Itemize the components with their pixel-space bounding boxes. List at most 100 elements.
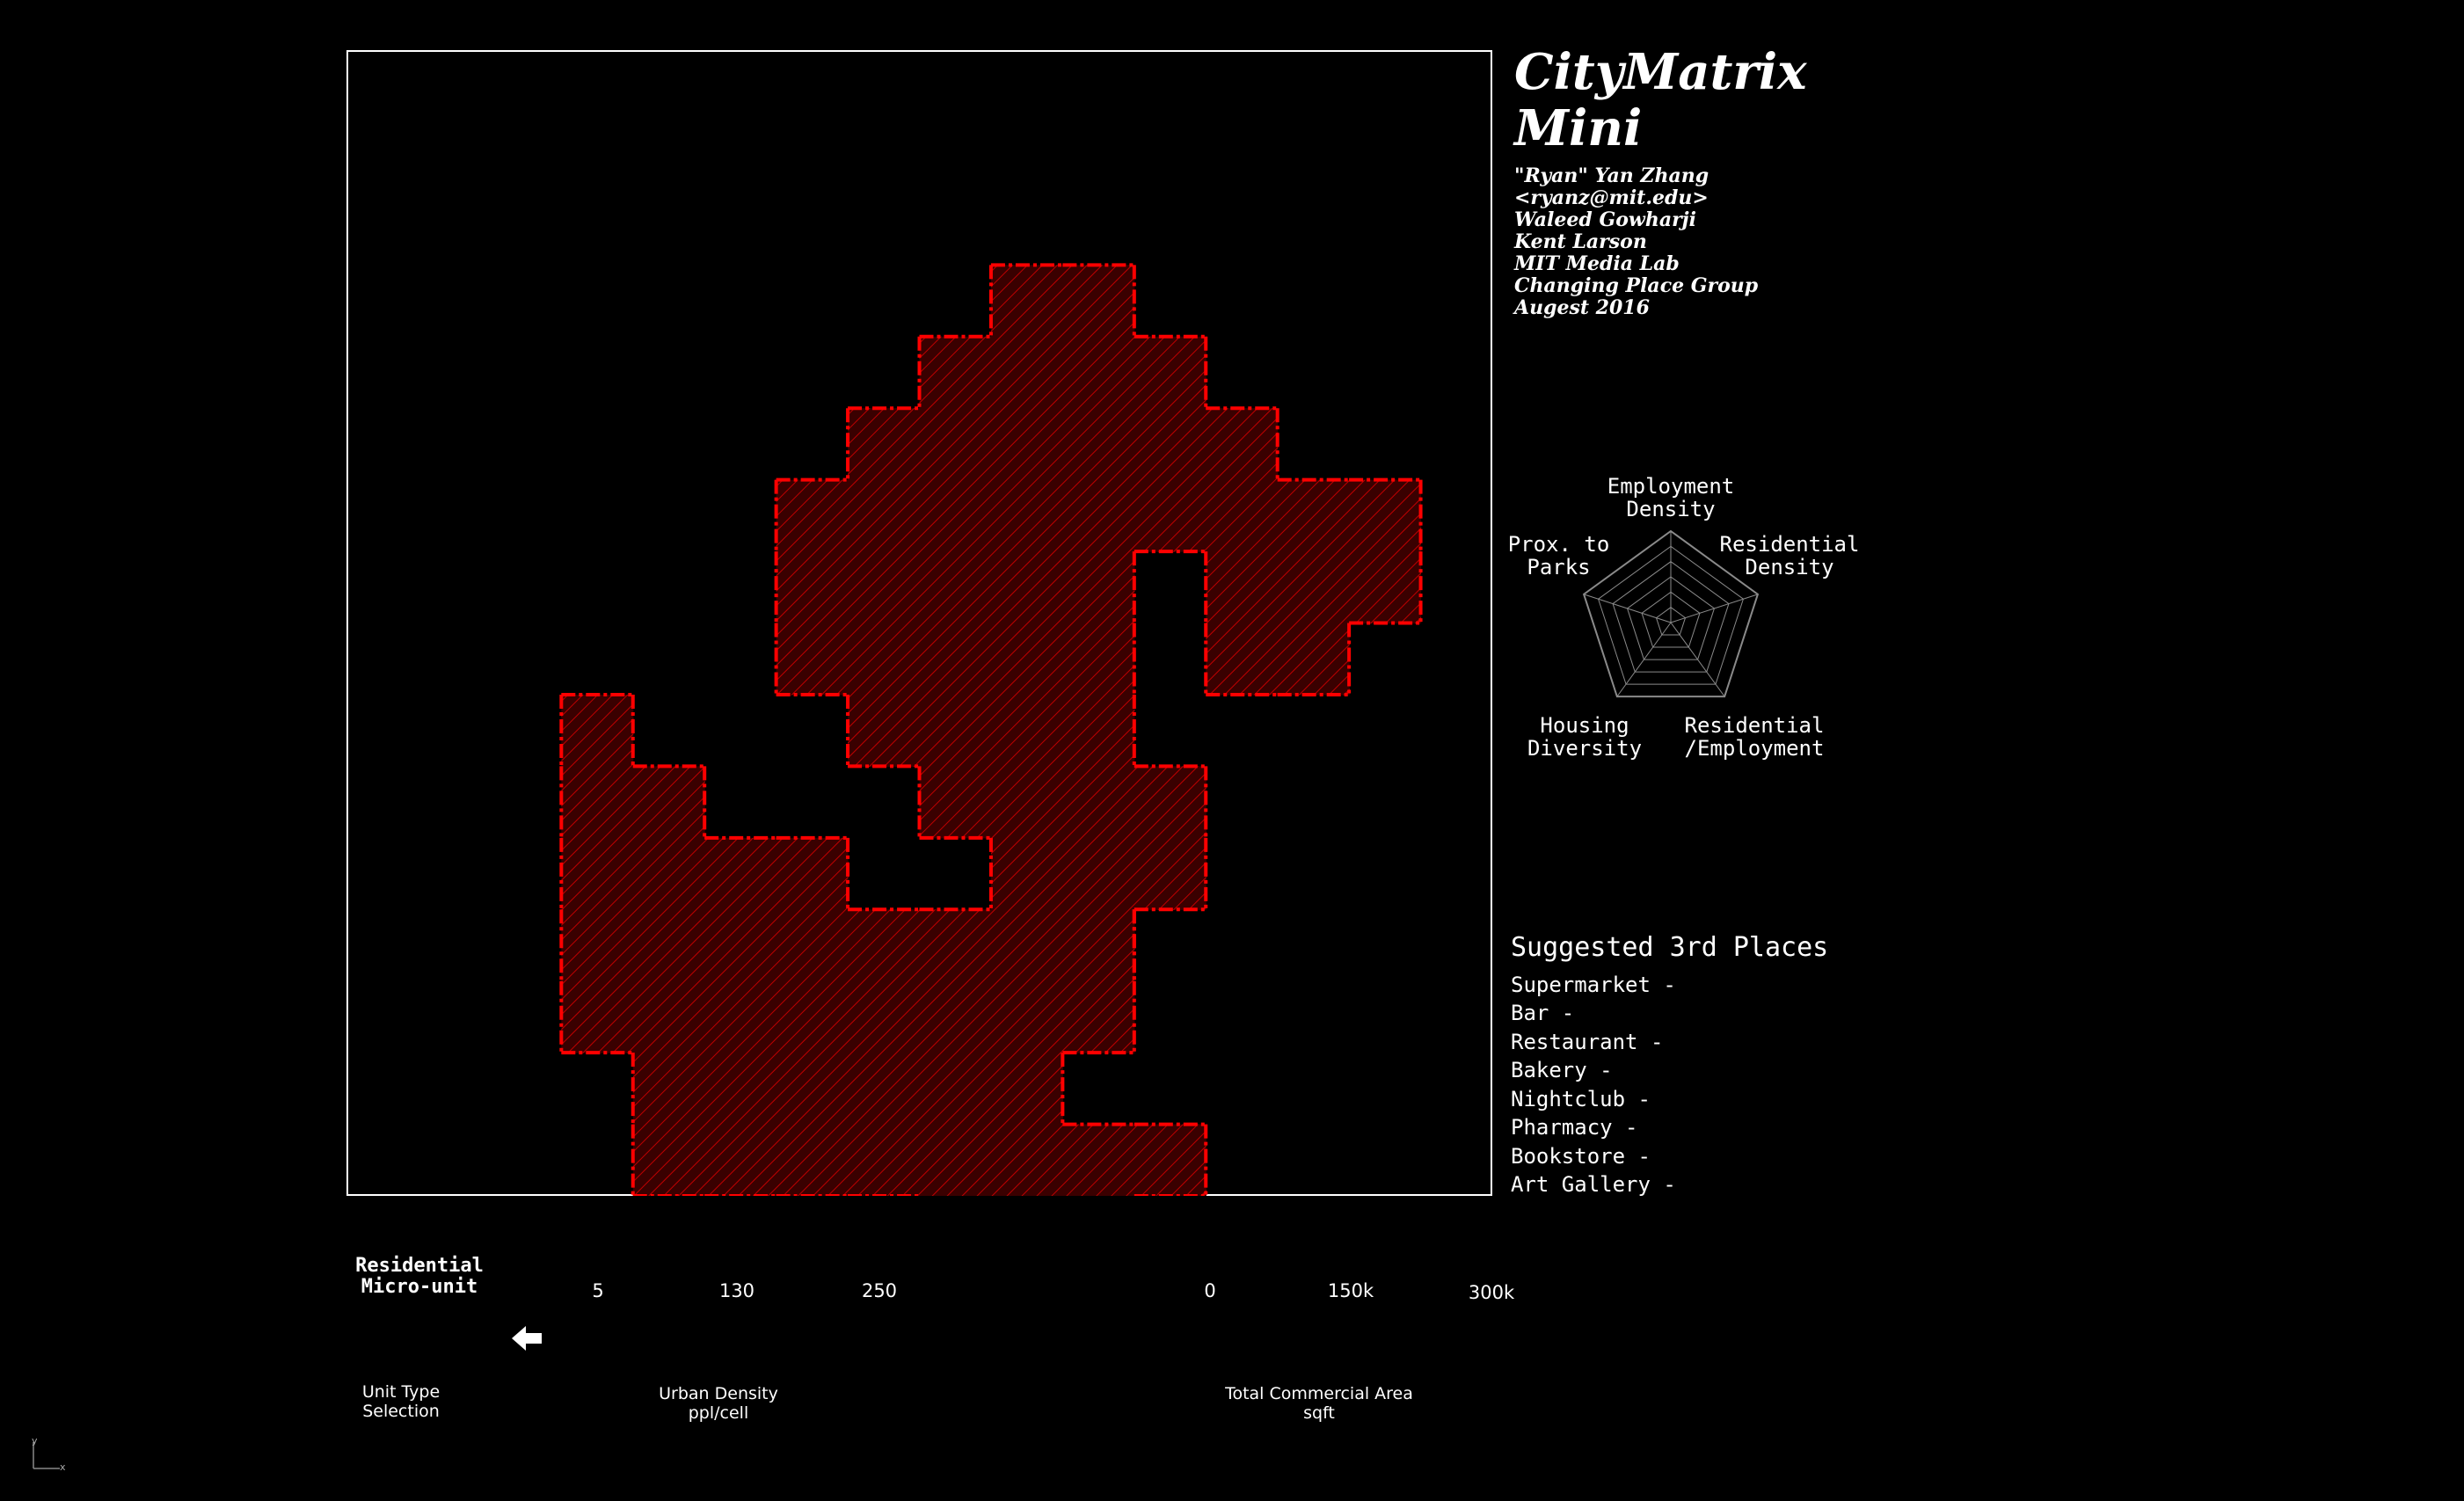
- map-cell[interactable]: [919, 623, 992, 696]
- map-cell[interactable]: [990, 551, 1063, 624]
- map-cell[interactable]: [1062, 837, 1135, 910]
- map-cell[interactable]: [776, 1124, 849, 1196]
- map-cell[interactable]: [1277, 623, 1350, 696]
- map-cell[interactable]: [848, 1053, 921, 1126]
- map-cell[interactable]: [848, 551, 921, 624]
- map-cell[interactable]: [776, 1053, 849, 1126]
- map-cell[interactable]: [632, 1124, 705, 1196]
- map-cell[interactable]: [1062, 336, 1135, 409]
- map-cell[interactable]: [919, 909, 992, 982]
- map-cell[interactable]: [919, 694, 992, 767]
- map-cell[interactable]: [848, 623, 921, 696]
- map-cell[interactable]: [561, 837, 634, 910]
- map-cell[interactable]: [919, 479, 992, 552]
- map-cell[interactable]: [919, 980, 992, 1053]
- map-cell[interactable]: [990, 336, 1063, 409]
- map-cell[interactable]: [561, 766, 634, 839]
- map-cell[interactable]: [1277, 479, 1350, 552]
- map-cell[interactable]: [704, 837, 777, 910]
- map-cell[interactable]: [1134, 1124, 1206, 1196]
- radar-ring: [1641, 591, 1701, 648]
- map-cell[interactable]: [632, 766, 705, 839]
- map-cell[interactable]: [919, 766, 992, 839]
- map-cell[interactable]: [1206, 623, 1279, 696]
- map-cell[interactable]: [1062, 694, 1135, 767]
- map-cell[interactable]: [1062, 1124, 1135, 1196]
- unit-type-label: Unit Type Selection: [361, 1382, 441, 1421]
- map-cell[interactable]: [632, 909, 705, 982]
- map-cell[interactable]: [1206, 479, 1279, 552]
- map-cell[interactable]: [704, 1124, 777, 1196]
- map-cell[interactable]: [776, 623, 849, 696]
- third-place-item: Restaurant -: [1511, 1030, 1664, 1054]
- map-cell[interactable]: [990, 837, 1063, 910]
- map-cell[interactable]: [990, 980, 1063, 1053]
- map-cell[interactable]: [561, 909, 634, 982]
- map-cell[interactable]: [1062, 551, 1135, 624]
- map-cell[interactable]: [1062, 909, 1135, 982]
- map-cell[interactable]: [990, 694, 1063, 767]
- third-place-item: Pharmacy -: [1511, 1115, 1638, 1140]
- map-cell[interactable]: [1062, 408, 1135, 481]
- map-cell[interactable]: [1206, 408, 1279, 481]
- app-title: CityMatrix Mini: [1514, 44, 1972, 157]
- map-cell[interactable]: [990, 1053, 1063, 1126]
- map-cell[interactable]: [919, 408, 992, 481]
- density-label: Urban Density ppl/cell: [659, 1384, 778, 1423]
- map-cell[interactable]: [704, 1053, 777, 1126]
- map-cell[interactable]: [848, 909, 921, 982]
- radar-spoke: [1583, 594, 1672, 623]
- unit-type-value[interactable]: Residential Micro-unit: [355, 1255, 484, 1298]
- map-cell[interactable]: [704, 980, 777, 1053]
- map-cell[interactable]: [848, 1124, 921, 1196]
- third-place-item: Bar -: [1511, 1001, 1575, 1025]
- map-cell[interactable]: [776, 479, 849, 552]
- map-cell[interactable]: [1134, 479, 1206, 552]
- map-cell[interactable]: [632, 1053, 705, 1126]
- map-cell[interactable]: [1062, 766, 1135, 839]
- map-cell[interactable]: [1062, 265, 1135, 338]
- map-cell[interactable]: [1206, 551, 1279, 624]
- radar-label-residential-employment: Residential /Employment: [1684, 713, 1825, 761]
- map-cell[interactable]: [776, 837, 849, 910]
- map-cell[interactable]: [848, 479, 921, 552]
- map-cell[interactable]: [919, 1124, 992, 1196]
- map-cell[interactable]: [704, 909, 777, 982]
- map-cell[interactable]: [1349, 479, 1422, 552]
- map-cell[interactable]: [1349, 551, 1422, 624]
- map-cell[interactable]: [1062, 623, 1135, 696]
- map-cell[interactable]: [561, 980, 634, 1053]
- map-cell[interactable]: [848, 408, 921, 481]
- map-cell[interactable]: [990, 623, 1063, 696]
- city-grid-map[interactable]: [346, 50, 1492, 1196]
- map-cell[interactable]: [632, 837, 705, 910]
- map-cell[interactable]: [1277, 551, 1350, 624]
- map-cell[interactable]: [990, 766, 1063, 839]
- map-cell[interactable]: [1062, 980, 1135, 1053]
- map-cell[interactable]: [848, 694, 921, 767]
- map-cell[interactable]: [1134, 837, 1206, 910]
- map-cell[interactable]: [990, 265, 1063, 338]
- map-cell[interactable]: [1062, 479, 1135, 552]
- map-cell[interactable]: [848, 980, 921, 1053]
- third-place-item: Supermarket -: [1511, 973, 1676, 997]
- map-cell[interactable]: [632, 980, 705, 1053]
- map-cell[interactable]: [1134, 766, 1206, 839]
- arrow-left-icon[interactable]: [512, 1324, 543, 1352]
- map-cell[interactable]: [776, 980, 849, 1053]
- map-cell[interactable]: [990, 479, 1063, 552]
- map-cell[interactable]: [776, 909, 849, 982]
- map-cell[interactable]: [776, 551, 849, 624]
- commercial-tick: 150k: [1327, 1280, 1374, 1301]
- map-cell[interactable]: [990, 909, 1063, 982]
- map-cell[interactable]: [990, 1124, 1063, 1196]
- map-cell[interactable]: [919, 551, 992, 624]
- map-cell[interactable]: [1134, 336, 1206, 409]
- map-cell[interactable]: [1134, 408, 1206, 481]
- map-cell[interactable]: [919, 1053, 992, 1126]
- third-place-item: Bookstore -: [1511, 1144, 1651, 1169]
- map-cell[interactable]: [561, 694, 634, 767]
- map-cell[interactable]: [990, 408, 1063, 481]
- credit-line: Kent Larson: [1514, 230, 1647, 253]
- map-cell[interactable]: [919, 336, 992, 409]
